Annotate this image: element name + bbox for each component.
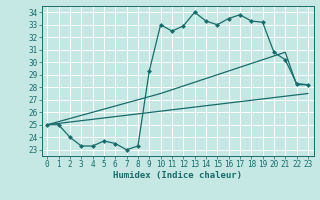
X-axis label: Humidex (Indice chaleur): Humidex (Indice chaleur) bbox=[113, 171, 242, 180]
